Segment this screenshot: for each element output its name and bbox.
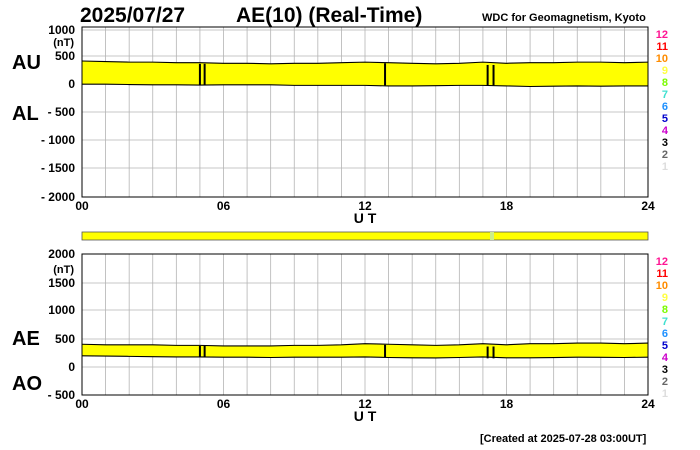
y-tick-label: 500 [55, 332, 75, 346]
level-legend-1: 1 [662, 388, 668, 400]
ae-label: AE [12, 328, 40, 350]
level-legend-11: 11 [656, 268, 668, 280]
level-legend-9: 9 [662, 292, 668, 304]
y-tick-label: - 500 [48, 388, 76, 402]
y-tick-label: 0 [68, 77, 75, 91]
y-unit-label: (nT) [53, 37, 74, 49]
level-legend-4: 4 [662, 125, 669, 137]
x-tick-label: 18 [500, 199, 514, 213]
level-legend-1: 1 [662, 161, 668, 173]
x-tick-label: 00 [75, 199, 89, 213]
x-tick-label: 18 [500, 397, 514, 411]
al-label: AL [12, 103, 39, 125]
ao-label: AO [12, 373, 42, 395]
x-axis-label: U T [354, 408, 377, 424]
level-legend-5: 5 [662, 340, 668, 352]
created-timestamp: [Created at 2025-07-28 03:00UT] [480, 433, 647, 445]
level-legend-3: 3 [662, 137, 668, 149]
y-tick-label: - 500 [48, 105, 76, 119]
level-legend-6: 6 [662, 101, 668, 113]
x-axis-label: U T [354, 210, 377, 226]
fill-band-2 [82, 343, 648, 358]
level-legend-8: 8 [662, 304, 668, 316]
level-legend-12: 12 [656, 256, 668, 268]
x-tick-label: 12 [358, 397, 372, 411]
y-unit-label: (nT) [53, 264, 74, 276]
plot-frame-2 [81, 253, 649, 396]
level-legend-3: 3 [662, 364, 668, 376]
x-tick-label: 24 [641, 397, 655, 411]
level-legend-2: 2 [662, 149, 668, 161]
level-legend-2: 2 [662, 376, 668, 388]
y-tick-label: 1000 [48, 23, 75, 37]
data-status-bar [81, 231, 649, 241]
y-tick-label: 1000 [48, 303, 75, 317]
x-tick-label: 12 [358, 199, 372, 213]
x-tick-label: 06 [217, 397, 231, 411]
series-line-al [82, 83, 648, 88]
status-bar-mark [489, 232, 494, 240]
y-tick-label: - 1000 [41, 133, 75, 147]
y-tick-label: 2000 [48, 247, 75, 261]
level-legend-5: 5 [662, 113, 668, 125]
level-legend-8: 8 [662, 77, 668, 89]
x-tick-label: 00 [75, 397, 89, 411]
level-legend-11: 11 [656, 41, 668, 53]
au-label: AU [12, 52, 41, 74]
y-tick-label: - 1500 [41, 161, 75, 175]
y-tick-label: 500 [55, 49, 75, 63]
level-legend-12: 12 [656, 29, 668, 41]
level-legend-7: 7 [662, 316, 668, 328]
fill-band-1 [82, 61, 648, 87]
plot-frame-1 [81, 26, 649, 198]
series-line-ao [81, 355, 649, 359]
date-label: 2025/07/27 [80, 4, 186, 27]
y-tick-label: 1500 [48, 276, 75, 290]
y-tick-label: - 2000 [41, 190, 75, 204]
level-legend-10: 10 [656, 53, 668, 65]
level-legend-4: 4 [662, 352, 669, 364]
level-legend-6: 6 [662, 328, 668, 340]
credit-label: WDC for Geomagnetism, Kyoto [482, 12, 646, 24]
level-legend-9: 9 [662, 65, 668, 77]
series-line-ae [81, 342, 649, 347]
series-line-au [81, 60, 649, 65]
y-tick-label: 0 [68, 360, 75, 374]
level-legend-7: 7 [662, 89, 668, 101]
level-legend-10: 10 [656, 280, 668, 292]
x-tick-label: 24 [641, 199, 655, 213]
x-tick-label: 06 [217, 199, 231, 213]
chart-title: AE(10) (Real-Time) [236, 4, 423, 27]
